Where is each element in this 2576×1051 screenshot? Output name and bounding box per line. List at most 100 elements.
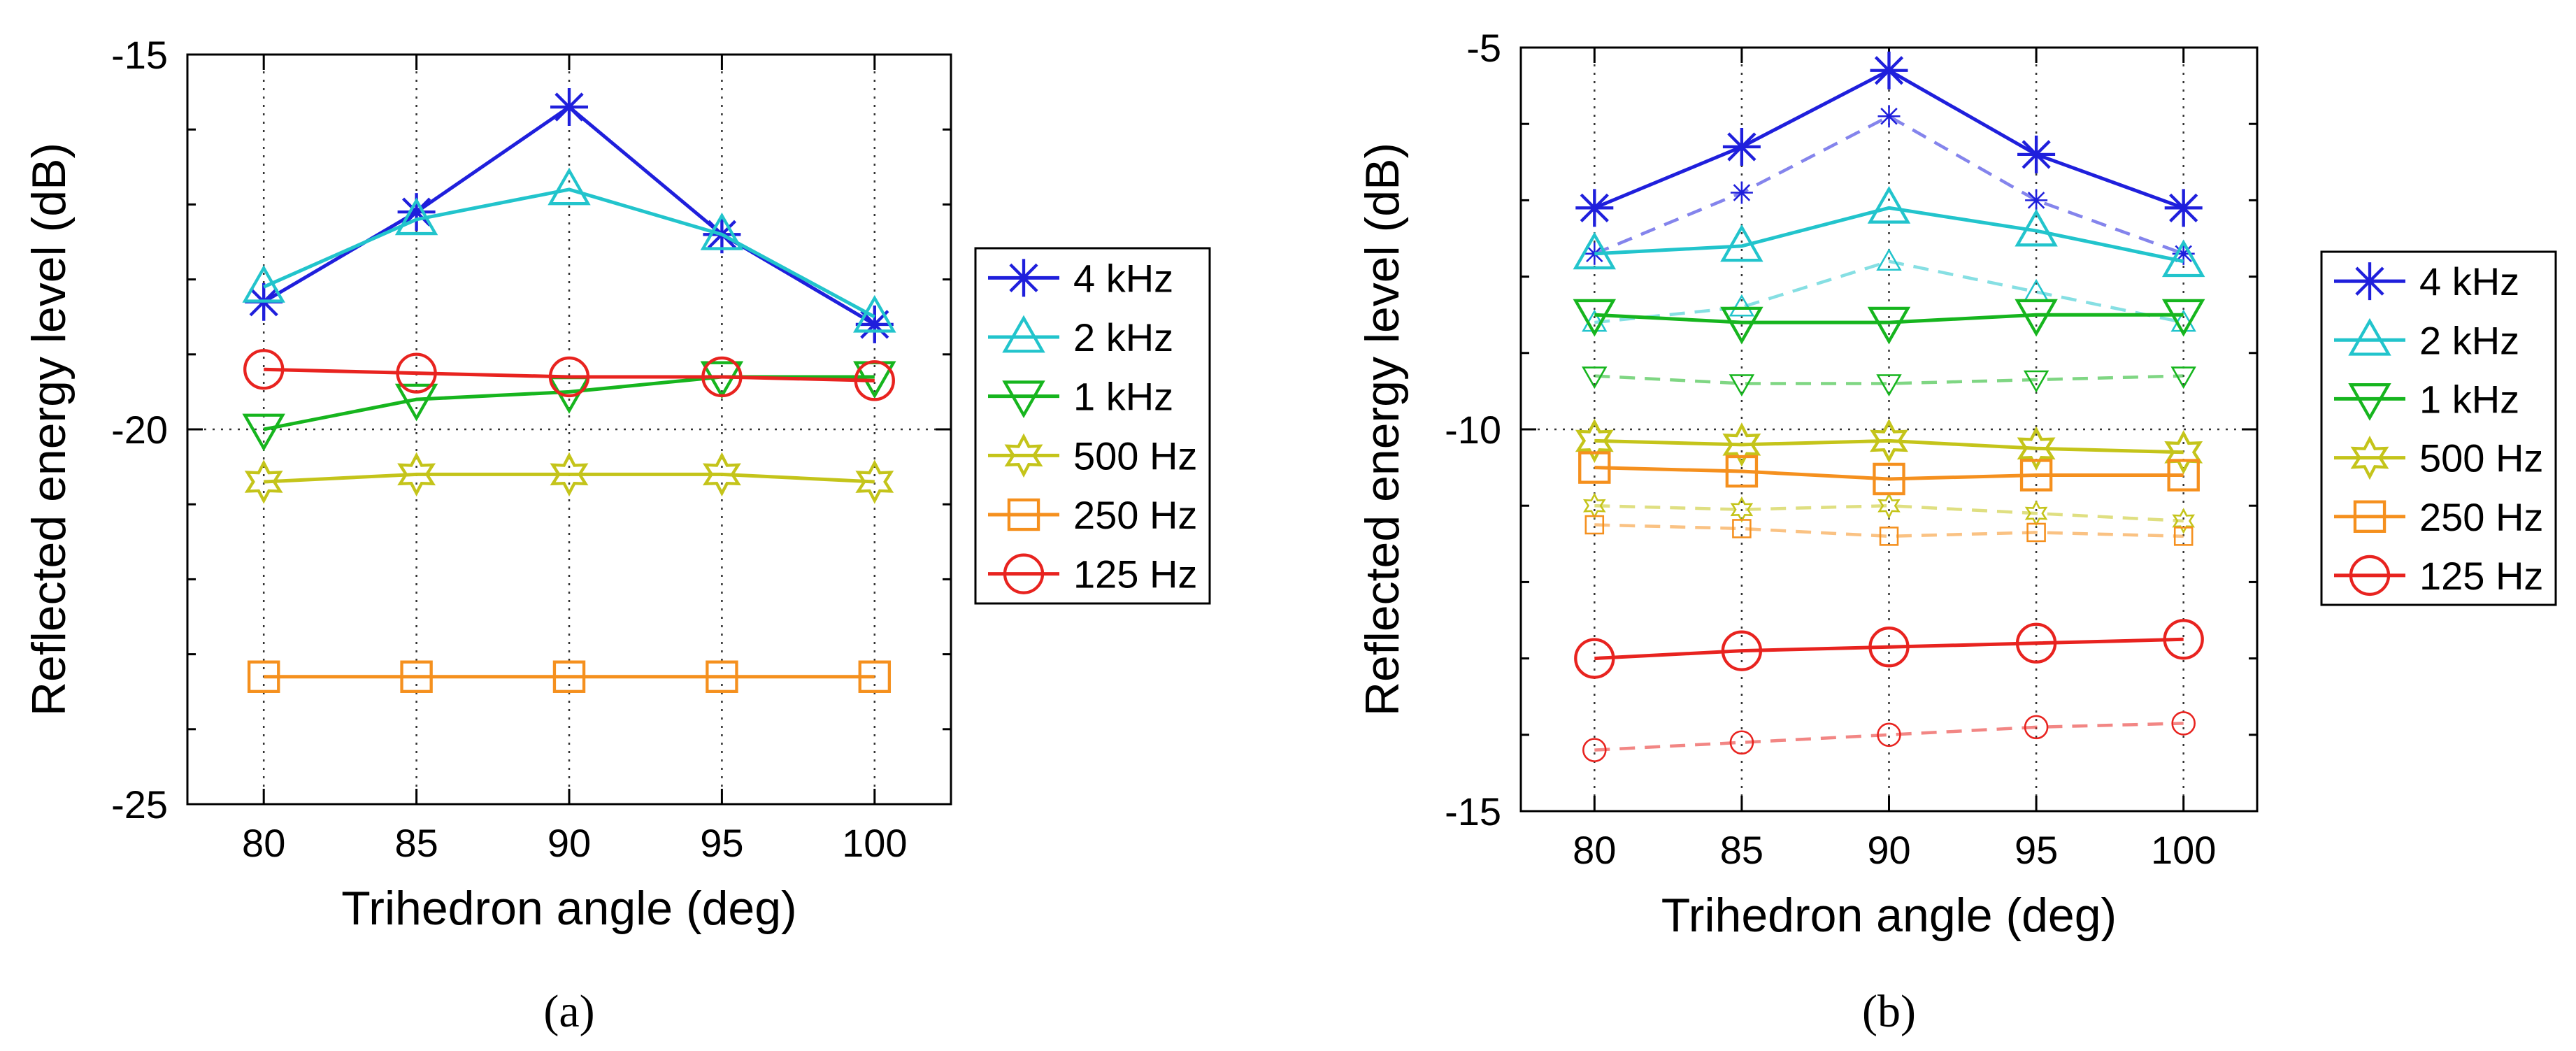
data-point — [1573, 299, 1617, 337]
series-line — [1594, 466, 2184, 481]
data-point-dashed — [1877, 722, 1901, 748]
data-point-dashed — [1732, 519, 1752, 538]
x-tick-label: 80 — [242, 821, 285, 865]
data-point — [1720, 306, 1763, 345]
x-tick-label: 90 — [1867, 828, 1910, 872]
series-dashed-line — [1594, 722, 2184, 752]
data-point — [2163, 619, 2204, 660]
legend-label: 125 Hz — [2419, 554, 2543, 598]
data-point — [1725, 455, 1759, 488]
series-dashed-line — [1594, 523, 2184, 538]
legend-marker — [2351, 262, 2389, 301]
legend-label: 4 kHz — [1073, 256, 1173, 300]
data-point — [247, 660, 280, 693]
legend-marker — [1002, 315, 1045, 353]
series-line — [264, 472, 875, 484]
data-point-dashed — [2023, 370, 2049, 393]
data-point-dashed — [2173, 527, 2194, 546]
data-point — [2015, 299, 2058, 337]
legend-marker — [1004, 433, 1043, 478]
data-point — [1722, 127, 1761, 166]
legend-marker — [2348, 383, 2391, 421]
data-point — [2164, 430, 2203, 475]
data-point-dashed — [1729, 730, 1754, 755]
data-point — [853, 294, 896, 333]
series-line — [264, 367, 875, 382]
legend-label: 250 Hz — [1073, 493, 1197, 537]
legend-marker — [1003, 553, 1045, 594]
data-point-dashed — [2172, 508, 2195, 534]
legend-label: 1 kHz — [1073, 375, 1173, 419]
series-line — [263, 187, 875, 319]
legend-marker — [2348, 317, 2391, 356]
data-point — [854, 360, 895, 401]
x-axis-title: Trihedron angle (deg) — [341, 882, 796, 935]
data-point-dashed — [1582, 738, 1607, 762]
data-point — [548, 167, 591, 206]
series-dashed-line — [1594, 259, 2184, 324]
legend-box — [2320, 250, 2557, 606]
x-tick-label: 95 — [700, 821, 743, 865]
legend-label: 2 kHz — [1073, 315, 1173, 359]
data-point — [1575, 189, 1614, 227]
data-point-dashed — [1876, 248, 1902, 271]
y-axis-title: Reflected energy level (dB) — [22, 143, 76, 716]
data-point-dashed — [1729, 374, 1755, 397]
series-line — [1594, 206, 2184, 264]
data-point-dashed — [1876, 374, 1902, 397]
data-point — [2019, 459, 2053, 492]
data-point — [1867, 185, 1911, 224]
data-point — [552, 660, 586, 693]
data-point-dashed — [2026, 522, 2046, 543]
data-point-dashed — [2025, 189, 2048, 212]
data-point — [1722, 422, 1761, 467]
legend-label: 4 kHz — [2419, 259, 2519, 303]
legend-label: 500 Hz — [2419, 436, 2543, 480]
x-tick-label: 80 — [1573, 828, 1616, 872]
data-point — [1867, 306, 1911, 345]
data-point — [858, 660, 892, 693]
data-point — [2164, 189, 2203, 227]
data-point — [855, 459, 894, 504]
legend-marker — [1007, 498, 1040, 531]
legend-box — [974, 247, 1211, 605]
data-point-dashed — [2024, 715, 2049, 740]
data-point — [2017, 426, 2056, 471]
x-tick-label: 85 — [394, 821, 438, 865]
data-point — [2017, 135, 2056, 173]
data-point — [706, 660, 738, 693]
x-tick-label: 100 — [842, 821, 907, 865]
data-point — [1721, 630, 1763, 671]
data-point — [2015, 208, 2058, 247]
panel-caption: (a) — [543, 986, 594, 1037]
data-point — [242, 413, 285, 452]
y-tick-label: -5 — [1466, 26, 1501, 70]
panel-caption: (b) — [1862, 986, 1916, 1037]
data-point — [244, 459, 283, 504]
data-point — [1573, 231, 1617, 270]
data-point-dashed — [1877, 105, 1901, 128]
data-point-dashed — [1582, 366, 1608, 389]
data-point — [548, 356, 590, 398]
data-point — [702, 452, 741, 496]
series-line — [1594, 438, 2184, 455]
data-point — [1870, 51, 1908, 90]
chart-panel-a: 80 85 90 95 100 -25 -20 -15 Trihedron angle (deg… — [22, 33, 1211, 1037]
chart-panel-b: 80 85 90 95 100 -15 -10 -5 Trihedron angle (deg)… — [1356, 26, 2557, 1037]
y-tick-label: -20 — [111, 408, 168, 452]
legend-label: 250 Hz — [2419, 495, 2543, 539]
data-point — [550, 452, 589, 496]
series-dashed-line — [1594, 374, 2184, 385]
x-tick-label: 100 — [2151, 828, 2216, 872]
y-tick-label: -15 — [1445, 789, 1501, 834]
series-line — [1594, 637, 2184, 661]
legend-marker — [2350, 435, 2389, 480]
x-tick-label: 90 — [548, 821, 591, 865]
data-point — [2167, 459, 2200, 492]
data-point-dashed — [1877, 492, 1901, 519]
series-line — [1594, 313, 2184, 324]
legend-marker — [1002, 380, 1045, 419]
y-tick-label: -15 — [111, 33, 168, 77]
data-point — [550, 88, 588, 127]
